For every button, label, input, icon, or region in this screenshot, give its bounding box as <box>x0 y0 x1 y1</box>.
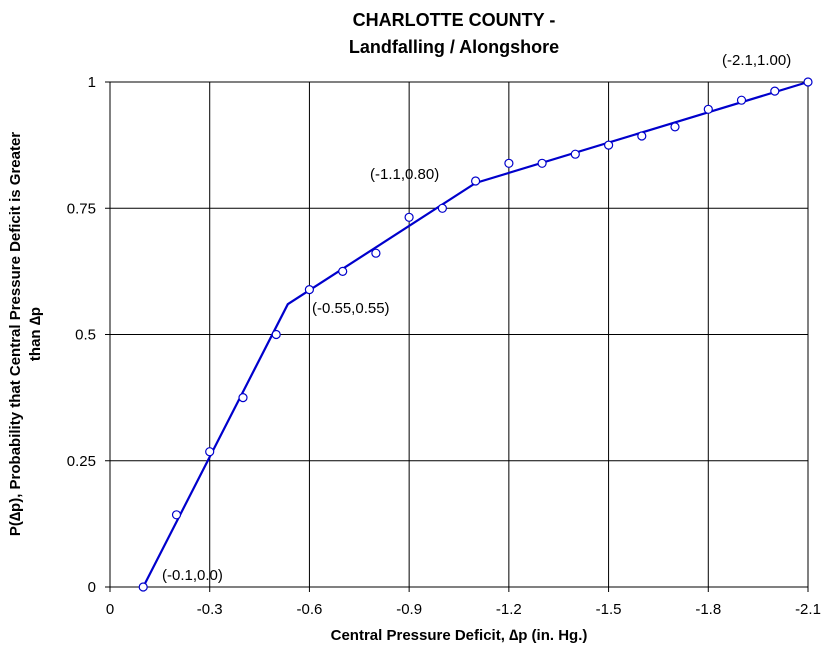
data-point <box>171 510 182 520</box>
data-point <box>238 393 248 403</box>
x-axis-ticks: 0 -0.3 -0.6 -0.9 -1.2 -1.5 -1.8 -2.1 <box>106 587 821 618</box>
data-point <box>703 104 713 114</box>
y-axis-label-line-1: P(∆p), Probability that Central Pressure… <box>7 132 24 536</box>
x-tick-label: 0 <box>106 601 114 618</box>
x-tick-label: -1.8 <box>695 601 721 618</box>
data-point <box>371 248 381 258</box>
data-point <box>437 203 447 213</box>
x-axis-label: Central Pressure Deficit, ∆p (in. Hg.) <box>331 627 588 644</box>
data-point <box>338 266 348 276</box>
data-point <box>504 158 514 168</box>
x-tick-label: -2.1 <box>795 601 821 618</box>
data-point <box>404 212 414 222</box>
chart-title-line-2: Landfalling / Alongshore <box>349 37 559 57</box>
y-axis-ticks: 0 0.25 0.5 0.75 1 <box>67 74 110 596</box>
x-tick-label: -0.6 <box>296 601 322 618</box>
data-point <box>570 149 580 159</box>
data-point <box>637 131 647 141</box>
y-tick-label: 0 <box>88 579 96 596</box>
data-point <box>670 122 680 132</box>
x-tick-label: -0.3 <box>197 601 223 618</box>
data-point <box>770 86 780 96</box>
annotation-label: (-1.1,0.80) <box>370 166 439 183</box>
data-point <box>803 77 813 87</box>
x-tick-label: -0.9 <box>396 601 422 618</box>
annotation-label: (-2.1,1.00) <box>722 52 791 69</box>
data-point <box>205 447 215 457</box>
data-point <box>736 95 747 105</box>
data-point <box>304 285 314 295</box>
data-markers <box>138 77 813 592</box>
chart-title-line-1: CHARLOTTE COUNTY - <box>353 10 556 30</box>
y-tick-label: 0.5 <box>75 327 96 344</box>
data-point <box>603 140 614 150</box>
x-tick-label: -1.2 <box>496 601 522 618</box>
y-tick-label: 0.25 <box>67 453 96 470</box>
data-point <box>537 158 547 168</box>
y-axis-label-line-2: than ∆p <box>27 307 44 361</box>
y-tick-label: 1 <box>88 74 96 91</box>
annotation-label: (-0.1,0.0) <box>162 567 223 584</box>
gridlines <box>109 81 809 588</box>
annotation-label: (-0.55,0.55) <box>312 300 390 317</box>
x-tick-label: -1.5 <box>596 601 622 618</box>
y-tick-label: 0.75 <box>67 200 96 217</box>
data-point <box>271 329 281 340</box>
data-point <box>138 582 148 592</box>
data-point <box>471 176 481 186</box>
